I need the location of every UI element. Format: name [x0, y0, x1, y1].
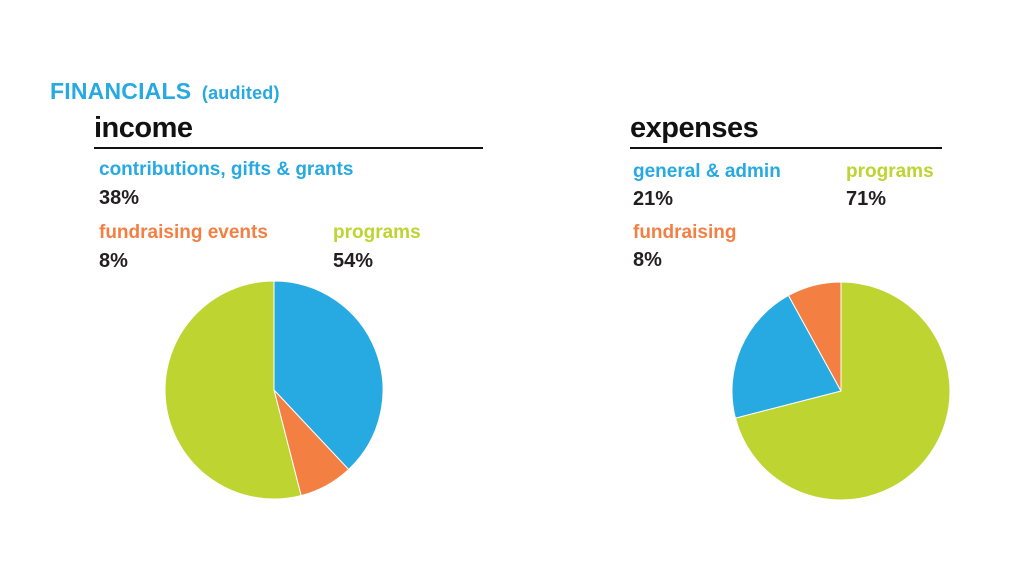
expenses-legend-value-general-admin: 21% — [633, 188, 674, 210]
expenses-pie-slice-general-admin — [731, 294, 842, 419]
expenses-legend-label-fundraising: fundraising — [633, 222, 737, 243]
expenses-legend-label-programs: programs — [846, 161, 934, 182]
income-title-rule — [94, 147, 483, 149]
income-legend-value-fundraising-events: 8% — [99, 250, 128, 272]
income-legend-label-contributions: contributions, gifts & grants — [99, 159, 354, 180]
income-legend-label-fundraising-events: fundraising events — [99, 222, 268, 243]
expenses-pie-slice-programs — [734, 281, 951, 501]
heading-title: FINANCIALS — [50, 78, 192, 104]
page-heading: FINANCIALS (audited) — [50, 78, 280, 105]
expenses-legend-value-fundraising: 8% — [633, 249, 662, 271]
heading-subtitle: (audited) — [201, 83, 280, 103]
income-pie-slice-contributions-gifts-grants — [273, 280, 384, 471]
income-legend-label-programs: programs — [333, 222, 421, 243]
income-legend-value-programs: 54% — [333, 250, 374, 272]
expenses-legend-label-general-admin: general & admin — [633, 161, 781, 182]
income-legend-value-contributions: 38% — [99, 187, 140, 209]
expenses-title-rule — [630, 147, 942, 149]
expenses-legend-value-programs: 71% — [846, 188, 887, 210]
expenses-title: expenses — [630, 112, 759, 144]
expenses-pie-slice-fundraising — [787, 281, 842, 392]
income-pie-slice-programs — [164, 280, 302, 500]
income-pie-chart — [164, 280, 384, 500]
income-title: income — [94, 112, 193, 144]
expenses-pie-chart — [731, 281, 951, 501]
